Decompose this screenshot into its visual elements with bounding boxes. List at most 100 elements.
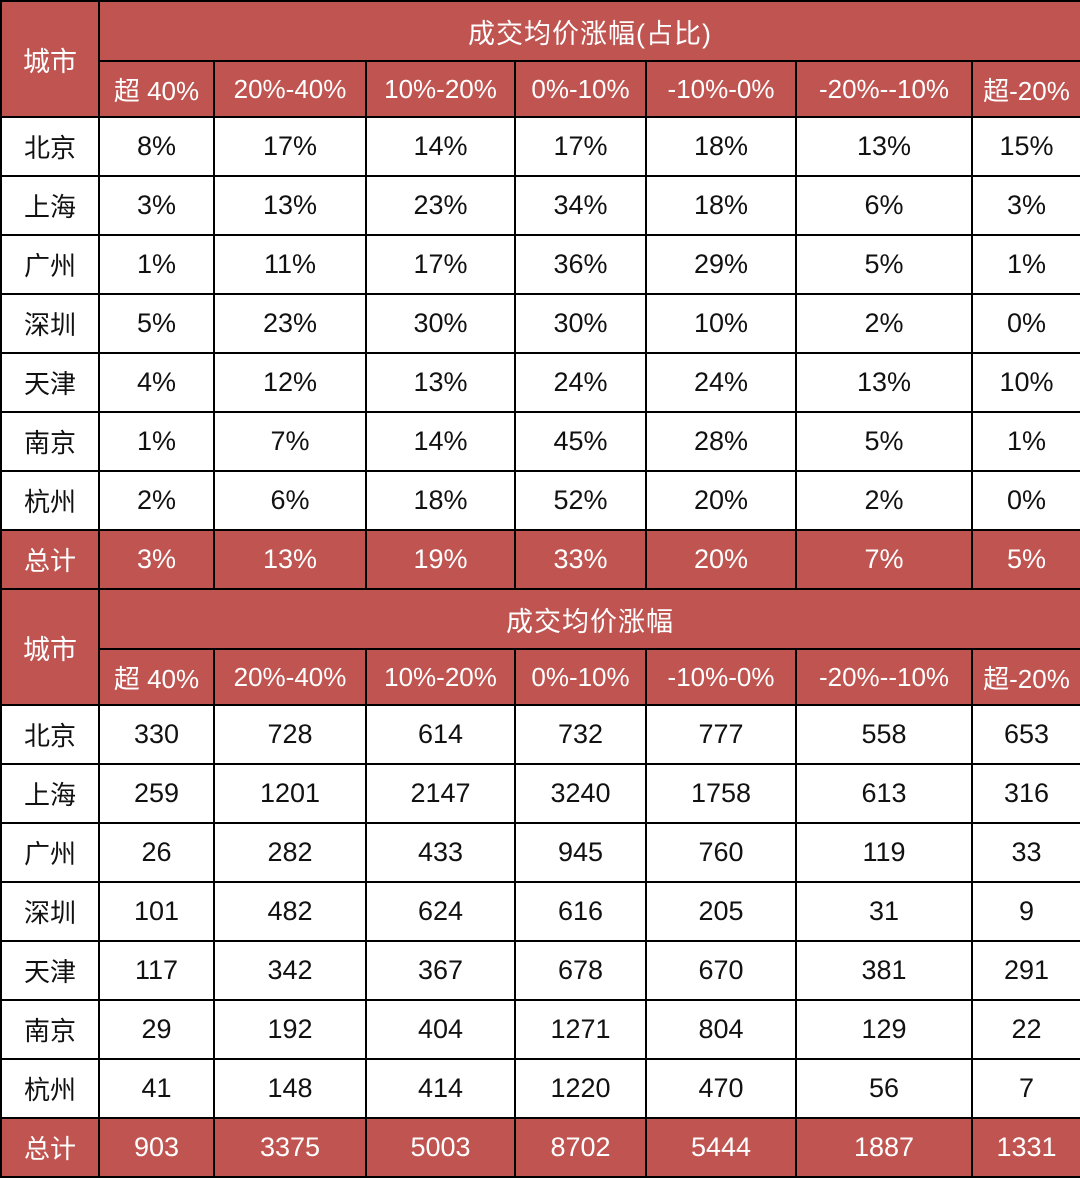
value-cell: 291 [971, 940, 1080, 1001]
value-cell: 119 [795, 822, 973, 883]
value-cell: 24% [514, 352, 647, 413]
value-cell: 367 [365, 940, 516, 1001]
value-cell: 6% [213, 470, 367, 531]
column-header: 超 40% [98, 648, 215, 706]
value-cell: 14% [365, 411, 516, 472]
value-cell: 192 [213, 999, 367, 1060]
value-cell: 9 [971, 881, 1080, 942]
value-cell: 259 [98, 763, 215, 824]
value-cell: 342 [213, 940, 367, 1001]
value-cell: 6% [795, 175, 973, 236]
city-cell: 深圳 [0, 293, 100, 354]
value-cell: 614 [365, 704, 516, 765]
value-cell: 20% [645, 470, 797, 531]
value-cell: 23% [213, 293, 367, 354]
total-value-cell: 19% [365, 529, 516, 590]
table-row: 上海 259 1201 2147 3240 1758 613 316 [0, 763, 1080, 824]
value-cell: 34% [514, 175, 647, 236]
column-header: 20%-40% [213, 60, 367, 118]
table-row: 深圳 101 482 624 616 205 31 9 [0, 881, 1080, 942]
value-cell: 777 [645, 704, 797, 765]
value-cell: 3% [971, 175, 1080, 236]
value-cell: 678 [514, 940, 647, 1001]
value-cell: 7% [213, 411, 367, 472]
value-cell: 5% [795, 234, 973, 295]
column-header: 10%-20% [365, 60, 516, 118]
value-cell: 13% [795, 352, 973, 413]
table-row: 南京 1% 7% 14% 45% 28% 5% 1% [0, 411, 1080, 472]
table-row: 南京 29 192 404 1271 804 129 22 [0, 999, 1080, 1060]
value-cell: 1758 [645, 763, 797, 824]
value-cell: 381 [795, 940, 973, 1001]
value-cell: 11% [213, 234, 367, 295]
total-label-cell: 总计 [0, 529, 100, 590]
value-cell: 0% [971, 293, 1080, 354]
value-cell: 28% [645, 411, 797, 472]
value-cell: 148 [213, 1058, 367, 1119]
value-cell: 56 [795, 1058, 973, 1119]
value-cell: 205 [645, 881, 797, 942]
column-header: 10%-20% [365, 648, 516, 706]
value-cell: 18% [365, 470, 516, 531]
value-cell: 52% [514, 470, 647, 531]
value-cell: 1201 [213, 763, 367, 824]
total-value-cell: 5003 [365, 1117, 516, 1178]
total-value-cell: 3375 [213, 1117, 367, 1178]
value-cell: 760 [645, 822, 797, 883]
value-cell: 13% [795, 116, 973, 177]
value-cell: 23% [365, 175, 516, 236]
value-cell: 17% [213, 116, 367, 177]
value-cell: 15% [971, 116, 1080, 177]
value-cell: 670 [645, 940, 797, 1001]
total-row: 总计 3% 13% 19% 33% 20% 7% 5% [0, 529, 1080, 590]
value-cell: 404 [365, 999, 516, 1060]
column-labels-row: 超 40% 20%-40% 10%-20% 0%-10% -10%-0% -20%--10… [1, 648, 1080, 706]
table-row: 深圳 5% 23% 30% 30% 10% 2% 0% [0, 293, 1080, 354]
value-cell: 804 [645, 999, 797, 1060]
value-cell: 2% [795, 293, 973, 354]
value-cell: 316 [971, 763, 1080, 824]
column-header: 超 40% [98, 60, 215, 118]
total-value-cell: 8702 [514, 1117, 647, 1178]
value-cell: 29 [98, 999, 215, 1060]
city-cell: 深圳 [0, 881, 100, 942]
value-cell: 732 [514, 704, 647, 765]
table-section-title: 成交均价涨幅 [98, 588, 1080, 650]
city-cell: 杭州 [0, 470, 100, 531]
value-cell: 1220 [514, 1058, 647, 1119]
value-cell: 30% [365, 293, 516, 354]
city-cell: 北京 [0, 704, 100, 765]
value-cell: 1% [971, 234, 1080, 295]
value-cell: 1% [98, 234, 215, 295]
value-cell: 24% [645, 352, 797, 413]
table-row: 北京 8% 17% 14% 17% 18% 13% 15% [0, 116, 1080, 177]
value-cell: 613 [795, 763, 973, 824]
value-cell: 10% [971, 352, 1080, 413]
total-value-cell: 5444 [645, 1117, 797, 1178]
value-cell: 482 [213, 881, 367, 942]
table-row: 北京 330 728 614 732 777 558 653 [0, 704, 1080, 765]
value-cell: 5% [795, 411, 973, 472]
value-cell: 8% [98, 116, 215, 177]
value-cell: 470 [645, 1058, 797, 1119]
value-cell: 41 [98, 1058, 215, 1119]
total-value-cell: 7% [795, 529, 973, 590]
total-value-cell: 1887 [795, 1117, 973, 1178]
value-cell: 1% [98, 411, 215, 472]
value-cell: 1271 [514, 999, 647, 1060]
total-label-cell: 总计 [0, 1117, 100, 1178]
city-cell: 天津 [0, 352, 100, 413]
column-header: -20%--10% [795, 60, 973, 118]
city-cell: 杭州 [0, 1058, 100, 1119]
table-row: 杭州 41 148 414 1220 470 56 7 [0, 1058, 1080, 1119]
total-value-cell: 5% [971, 529, 1080, 590]
city-cell: 南京 [0, 999, 100, 1060]
value-cell: 101 [98, 881, 215, 942]
value-cell: 3% [98, 175, 215, 236]
value-cell: 282 [213, 822, 367, 883]
value-cell: 36% [514, 234, 647, 295]
column-header: -10%-0% [645, 648, 797, 706]
